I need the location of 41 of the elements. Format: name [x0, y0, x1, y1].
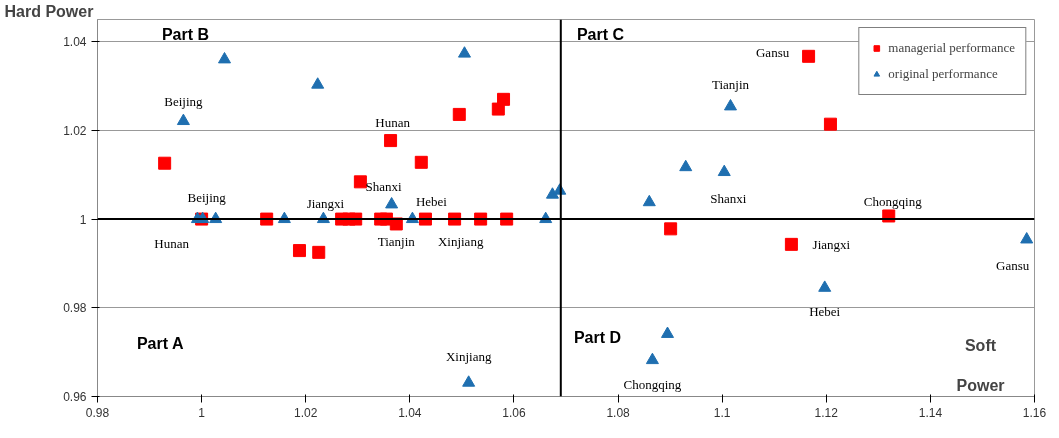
legend-label: managerial performance — [888, 40, 1015, 56]
y-tick-label: 1 — [79, 212, 87, 227]
y-tick-label: 1.04 — [63, 35, 87, 50]
annotation: Xinjiang — [437, 233, 484, 249]
annotation: Part B — [161, 26, 210, 43]
annotation: Part A — [136, 335, 184, 352]
annotation: Hebei — [415, 193, 448, 209]
x-tick-label: 1.08 — [606, 405, 631, 420]
annotation: Gansu — [996, 257, 1030, 273]
x-tick-label: 1.02 — [294, 405, 318, 420]
annotation: Hunan — [154, 235, 190, 251]
x-tick-label: 1.1 — [713, 405, 731, 420]
annotation: Shanxi — [710, 190, 747, 206]
y-tick-label: 0.96 — [63, 390, 87, 404]
annotation: Tianjin — [711, 76, 750, 92]
x-tick-label: 1 — [198, 405, 206, 420]
annotation: Chongqing — [623, 376, 682, 392]
y-axis-title: Hard Power — [4, 2, 94, 20]
legend-label: original performance — [888, 66, 998, 82]
annotation: Beijing — [187, 189, 227, 205]
annotation: Tianjin — [377, 234, 416, 250]
x-tick-label: 0.98 — [85, 405, 110, 420]
y-tick-label: 0.98 — [63, 301, 87, 316]
annotation: Hebei — [809, 304, 841, 320]
text: Soft Power — [956, 336, 1005, 395]
annotation: Part D — [573, 329, 622, 346]
y-tick-label: 1.02 — [63, 123, 87, 138]
annotation: Beijing — [164, 93, 204, 109]
annotation: Part C — [576, 26, 625, 43]
x-tick-label: 1.04 — [398, 405, 422, 420]
annotation: Gansu — [755, 44, 790, 60]
annotation: Shanxi — [365, 178, 403, 194]
x-tick-label: 1.12 — [814, 405, 839, 420]
annotation: Jiangxi — [812, 236, 851, 252]
x-tick-label: 1.14 — [918, 405, 943, 420]
x-tick-label: 1.06 — [502, 405, 526, 420]
annotation: Jiangxi — [306, 195, 345, 211]
x-tick-label: 1.16 — [1022, 405, 1047, 420]
annotation: Xinjiang — [445, 349, 492, 365]
annotation: Chongqing — [863, 194, 923, 210]
annotation: Hunan — [375, 115, 411, 131]
